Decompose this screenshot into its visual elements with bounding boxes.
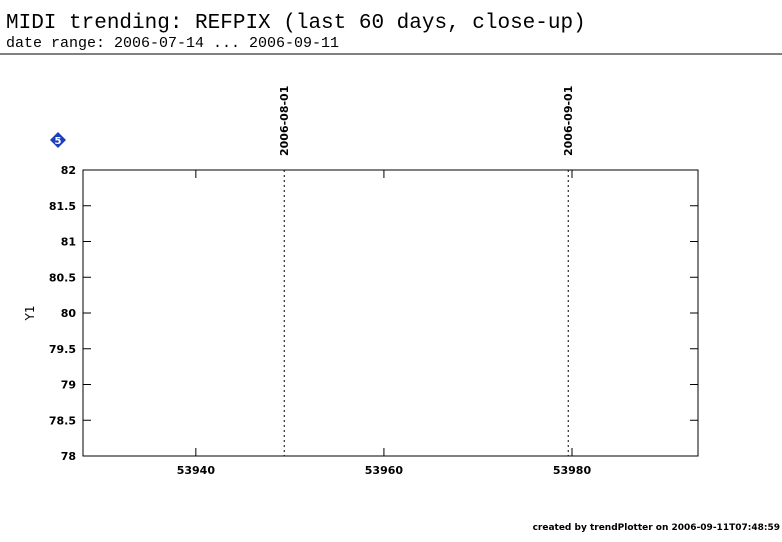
y-tick-label: 78.5 (49, 414, 76, 427)
chart-title: MIDI trending: REFPIX (last 60 days, clo… (6, 12, 586, 35)
chart-subtitle: date range: 2006-07-14 ... 2006-09-11 (6, 35, 339, 52)
date-label: 2006-08-01 (278, 86, 291, 156)
y-axis-label: Y1 (23, 306, 37, 322)
x-tick-label: 53980 (553, 464, 592, 477)
y-tick-label: 81 (61, 236, 76, 249)
y-tick-label: 80 (61, 307, 77, 320)
y-tick-label: 80.5 (49, 271, 76, 284)
x-tick-label: 53960 (365, 464, 404, 477)
y-tick-label: 79 (61, 379, 76, 392)
legend-marker (50, 132, 66, 148)
y-tick-label: 82 (61, 164, 76, 177)
date-label: 2006-09-01 (562, 86, 575, 156)
y-tick-label: 81.5 (49, 200, 76, 213)
legend-label: 5 (55, 136, 62, 147)
footer: created by trendPlotter on 2006-09-11T07… (533, 523, 780, 533)
y-tick-label: 79.5 (49, 343, 76, 356)
y-tick-label: 78 (61, 450, 76, 463)
plot-frame (82, 169, 699, 457)
x-tick-label: 53940 (177, 464, 216, 477)
